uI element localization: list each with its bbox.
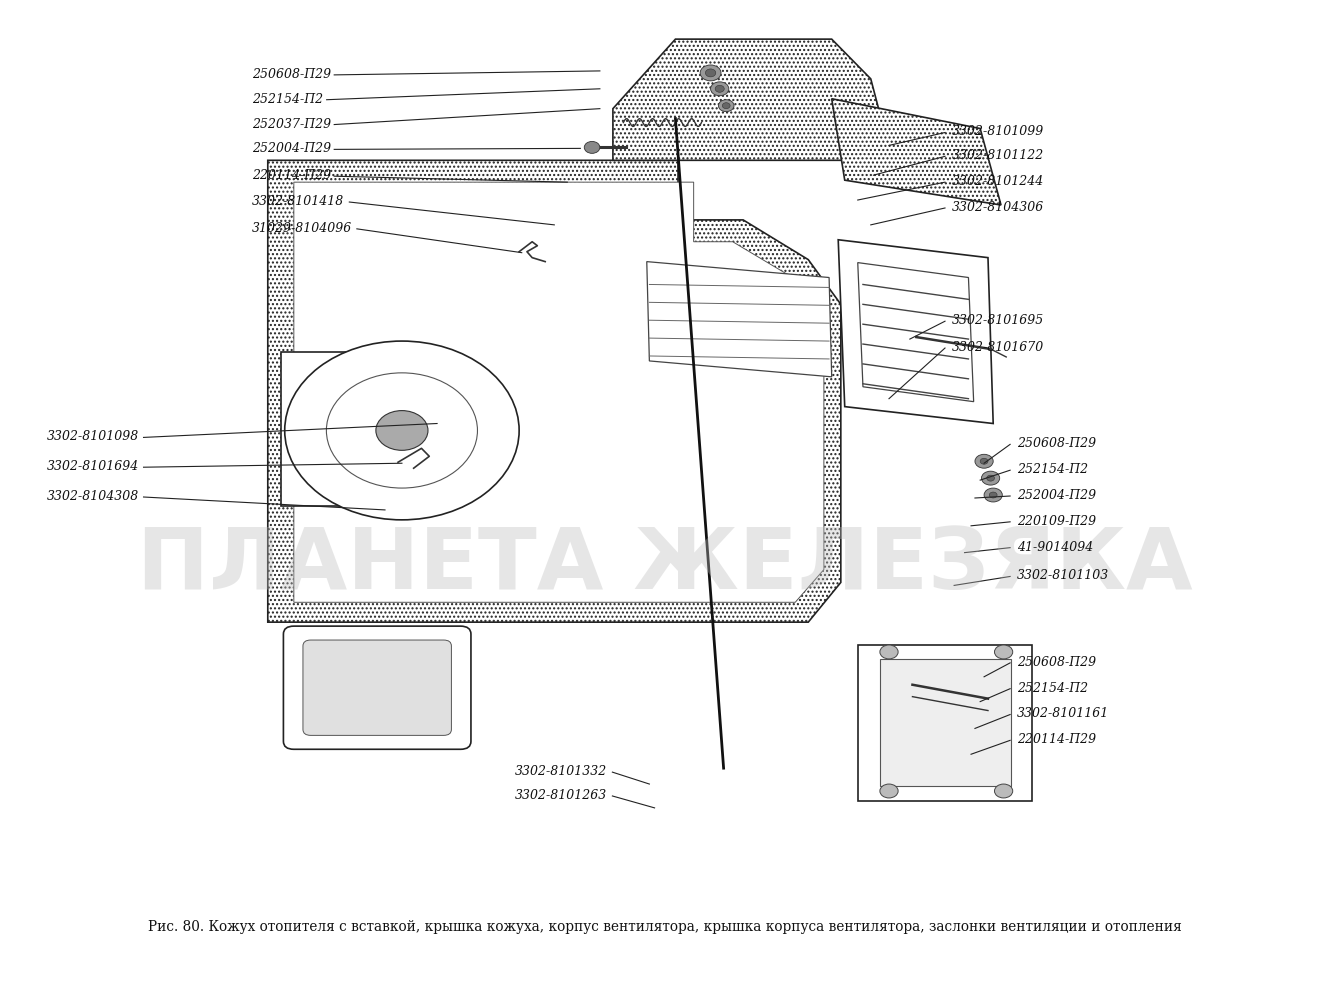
Circle shape (984, 488, 1003, 502)
Circle shape (990, 492, 998, 498)
Text: 252154-П2: 252154-П2 (1016, 681, 1088, 694)
Text: 252004-П29: 252004-П29 (1016, 489, 1096, 502)
Polygon shape (646, 262, 831, 376)
Text: 220114-П29: 220114-П29 (1016, 733, 1096, 746)
Circle shape (710, 82, 729, 96)
Text: 41-9014094: 41-9014094 (1016, 541, 1093, 554)
Circle shape (980, 458, 988, 464)
Text: 3302-8101161: 3302-8101161 (1016, 707, 1109, 720)
Circle shape (880, 645, 898, 659)
Text: 3302-8101332: 3302-8101332 (515, 765, 608, 778)
Text: 31029-8104096: 31029-8104096 (253, 222, 352, 235)
Circle shape (995, 645, 1012, 659)
Text: 252037-П29: 252037-П29 (253, 118, 331, 130)
Circle shape (700, 65, 721, 81)
Circle shape (982, 471, 1000, 485)
Polygon shape (880, 659, 1011, 786)
Text: 3302-8101103: 3302-8101103 (1016, 570, 1109, 583)
Polygon shape (838, 240, 994, 423)
Text: 220109-П29: 220109-П29 (1016, 515, 1096, 528)
Text: ПЛАНЕТА ЖЕЛЕЗЯКА: ПЛАНЕТА ЖЕЛЕЗЯКА (137, 524, 1193, 607)
Text: 3302-8101670: 3302-8101670 (951, 341, 1044, 354)
Text: 220114-П29: 220114-П29 (253, 169, 331, 182)
FancyBboxPatch shape (303, 640, 451, 735)
Text: 252004-П29: 252004-П29 (253, 142, 331, 155)
Polygon shape (858, 645, 1032, 801)
Text: 3302-8101098: 3302-8101098 (47, 430, 138, 443)
FancyBboxPatch shape (283, 626, 471, 749)
Circle shape (880, 784, 898, 798)
Text: Рис. 80. Кожух отопителя с вставкой, крышка кожуха, корпус вентилятора, крышка к: Рис. 80. Кожух отопителя с вставкой, кры… (148, 920, 1182, 934)
Polygon shape (831, 99, 1001, 205)
Text: 3302-8101244: 3302-8101244 (951, 175, 1044, 188)
Text: 3302-8101099: 3302-8101099 (951, 125, 1044, 138)
Polygon shape (613, 39, 884, 160)
Circle shape (722, 103, 730, 109)
Circle shape (376, 410, 428, 450)
Polygon shape (294, 182, 823, 603)
Text: 3302-8101263: 3302-8101263 (515, 789, 608, 802)
Text: 250608-П29: 250608-П29 (253, 68, 331, 81)
Circle shape (987, 475, 995, 481)
Text: 3302-8101418: 3302-8101418 (253, 195, 344, 208)
Text: 252154-П2: 252154-П2 (253, 93, 323, 106)
Circle shape (995, 784, 1012, 798)
Text: 252154-П2: 252154-П2 (1016, 463, 1088, 476)
Text: 3302-8104306: 3302-8104306 (951, 201, 1044, 214)
Circle shape (584, 141, 600, 153)
Bar (281, 352, 422, 506)
Circle shape (718, 100, 734, 112)
Circle shape (975, 454, 994, 468)
Polygon shape (267, 160, 841, 622)
Circle shape (716, 86, 725, 93)
Circle shape (285, 341, 519, 520)
Text: 3302-8101122: 3302-8101122 (951, 149, 1044, 162)
Circle shape (705, 69, 716, 77)
Text: 3302-8104308: 3302-8104308 (47, 490, 138, 503)
Text: 250608-П29: 250608-П29 (1016, 437, 1096, 450)
Text: 3302-8101695: 3302-8101695 (951, 314, 1044, 327)
Text: 250608-П29: 250608-П29 (1016, 655, 1096, 669)
Polygon shape (858, 263, 974, 401)
Text: 3302-8101694: 3302-8101694 (47, 460, 138, 473)
